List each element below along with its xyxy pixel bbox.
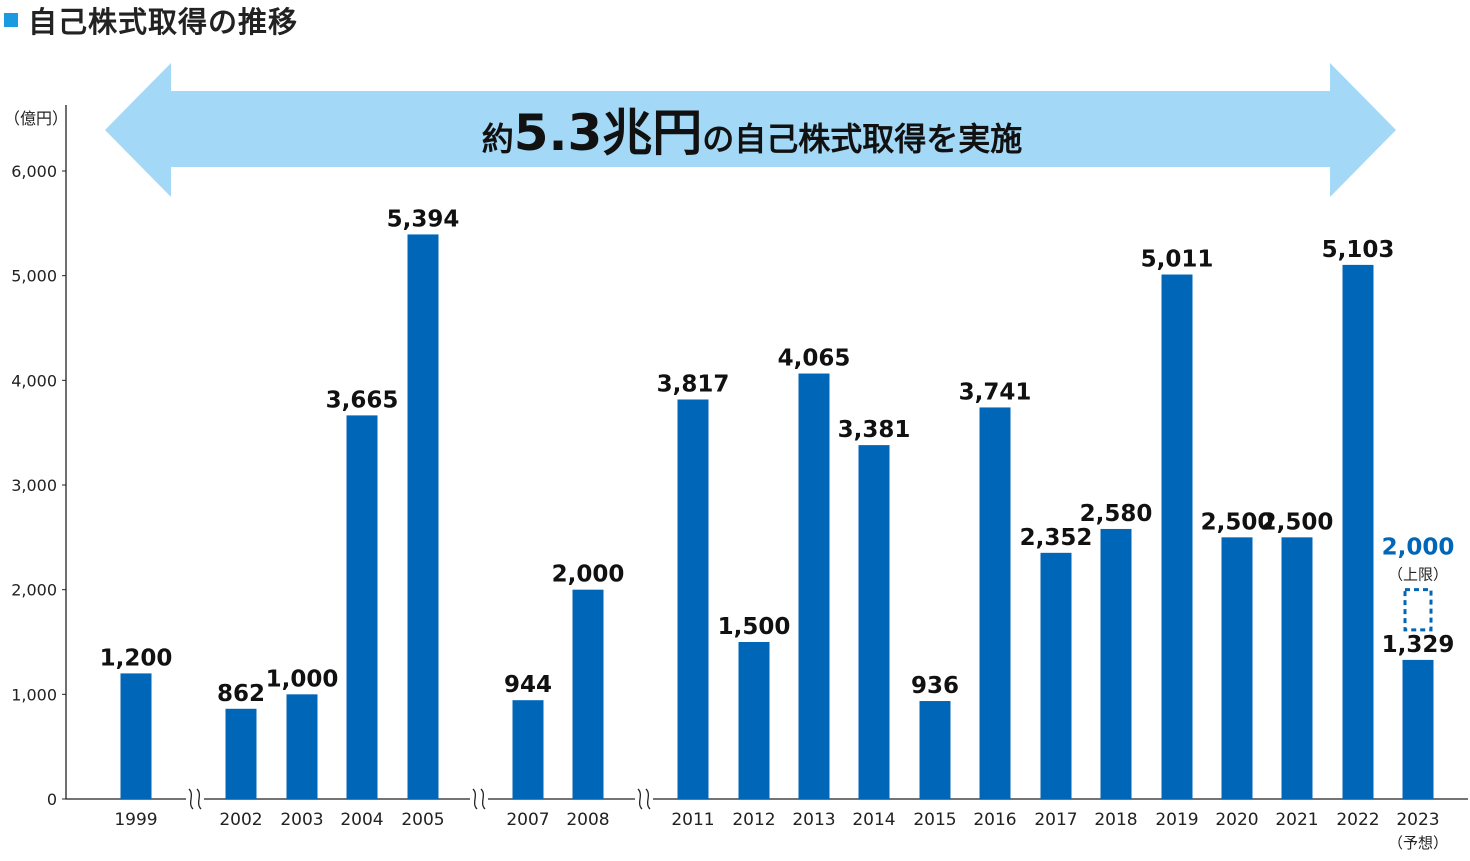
bar-2015 — [919, 701, 951, 799]
bar-2008 — [572, 589, 604, 799]
forecast-category-note: （予想） — [1388, 834, 1448, 852]
value-label-2007: 944 — [504, 672, 552, 698]
x-tick-label-2015: 2015 — [913, 810, 956, 830]
x-tick-label-2003: 2003 — [280, 810, 323, 830]
value-label-2014: 3,381 — [838, 417, 911, 443]
bar-2012 — [738, 642, 770, 799]
banner-text: 約5.3兆円の自己株式取得を実施 — [482, 104, 1023, 162]
bar-2014 — [858, 445, 890, 799]
value-label-2013: 4,065 — [778, 346, 851, 372]
bar-2022 — [1342, 264, 1374, 799]
forecast-upper-limit-value: 2,000 — [1382, 535, 1455, 561]
value-label-2020: 2,500 — [1201, 509, 1274, 535]
bar-2016 — [979, 407, 1011, 799]
bar-2005 — [407, 234, 439, 800]
x-tick-label-2021: 2021 — [1275, 810, 1318, 830]
x-tick-label-2017: 2017 — [1034, 810, 1077, 830]
y-tick-label: 0 — [47, 790, 57, 809]
y-axis-unit-label: （億円） — [4, 109, 68, 128]
y-tick-label: 5,000 — [11, 267, 57, 286]
axis-break-symbol — [186, 788, 204, 810]
value-label-1999: 1,200 — [100, 645, 173, 671]
x-tick-label-2018: 2018 — [1094, 810, 1137, 830]
value-label-2012: 1,500 — [718, 614, 791, 640]
bar-2013 — [798, 373, 830, 799]
value-label-2004: 3,665 — [326, 387, 399, 413]
x-tick-label-2023: 2023 — [1396, 810, 1439, 830]
x-tick-label-2011: 2011 — [671, 810, 714, 830]
x-tick-label-2004: 2004 — [340, 810, 383, 830]
forecast-upper-limit-box — [1403, 588, 1433, 632]
x-tick-label-2014: 2014 — [852, 810, 895, 830]
y-tick-label: 2,000 — [11, 581, 57, 600]
bar-2007 — [512, 700, 544, 799]
value-label-2008: 2,000 — [552, 562, 625, 588]
value-label-2021: 2,500 — [1261, 509, 1334, 535]
y-tick-label: 1,000 — [11, 685, 57, 704]
bar-2017 — [1040, 552, 1072, 799]
bar-2023 — [1402, 659, 1434, 799]
value-label-2022: 5,103 — [1322, 237, 1395, 263]
bar-2011 — [677, 399, 709, 799]
double-arrow-banner — [105, 63, 1396, 197]
value-label-2003: 1,000 — [266, 666, 339, 692]
value-label-2005: 5,394 — [387, 206, 460, 232]
x-tick-label-2005: 2005 — [401, 810, 444, 830]
bar-1999 — [120, 673, 152, 799]
x-tick-label-2022: 2022 — [1336, 810, 1379, 830]
value-label-2015: 936 — [911, 673, 959, 699]
value-label-2019: 5,011 — [1141, 247, 1214, 273]
bar-2019 — [1161, 274, 1193, 799]
forecast-upper-limit-note: （上限） — [1388, 566, 1448, 584]
bar-2004 — [346, 415, 378, 799]
value-label-2011: 3,817 — [657, 371, 730, 397]
axis-break-symbol — [635, 788, 653, 810]
bar-2021 — [1281, 537, 1313, 799]
title-text: 自己株式取得の推移 — [28, 5, 299, 39]
x-tick-label-2013: 2013 — [792, 810, 835, 830]
axis-break-symbol — [470, 788, 488, 810]
value-label-2016: 3,741 — [959, 379, 1032, 405]
x-tick-label-2016: 2016 — [973, 810, 1016, 830]
x-tick-label-2002: 2002 — [219, 810, 262, 830]
bar-2020 — [1221, 537, 1253, 799]
x-tick-label-2020: 2020 — [1215, 810, 1258, 830]
value-label-2023: 1,329 — [1382, 632, 1455, 658]
y-tick-label: 3,000 — [11, 476, 57, 495]
value-label-2018: 2,580 — [1080, 501, 1153, 527]
value-label-2002: 862 — [217, 681, 265, 707]
bar-2002 — [225, 708, 257, 799]
y-tick-label: 6,000 — [11, 162, 57, 181]
bar-2018 — [1100, 528, 1132, 799]
x-tick-label-1999: 1999 — [114, 810, 157, 830]
x-tick-label-2019: 2019 — [1155, 810, 1198, 830]
title-marker — [4, 13, 18, 27]
value-label-2017: 2,352 — [1020, 525, 1093, 551]
x-tick-label-2012: 2012 — [732, 810, 775, 830]
bar-2003 — [286, 694, 318, 799]
x-tick-label-2008: 2008 — [566, 810, 609, 830]
x-tick-label-2007: 2007 — [506, 810, 549, 830]
chart-title: 自己株式取得の推移 — [0, 0, 298, 40]
y-tick-label: 4,000 — [11, 371, 57, 390]
